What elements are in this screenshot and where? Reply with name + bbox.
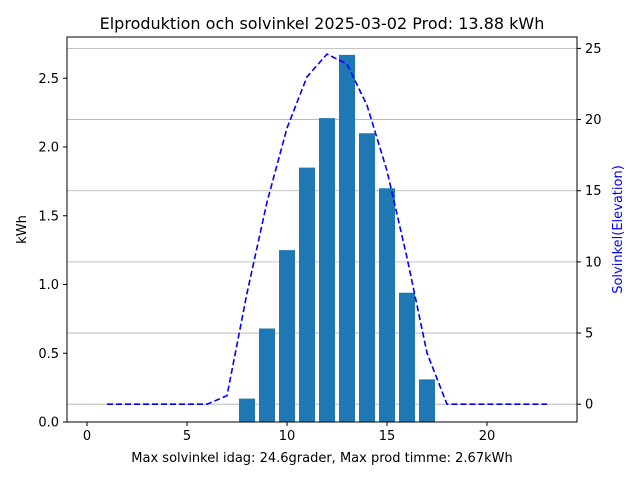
x-tick-label-0: 0 [83,429,91,444]
right-tick-label-0: 0 [585,398,593,413]
left-tick-label-3: 1.5 [38,209,59,224]
chart-title: Elproduktion och solvinkel 2025-03-02 Pr… [100,14,545,33]
bar-hour-11 [299,167,315,422]
elevation-line-layer [107,53,547,406]
bar-hour-17 [419,379,435,422]
bar-hour-13 [339,54,355,422]
bar-hour-15 [379,188,395,422]
x-axis-label: Max solvinkel idag: 24.6grader, Max prod… [131,451,512,466]
bar-hour-14 [359,133,375,422]
left-tick-label-5: 2.5 [38,72,59,87]
bar-hour-12 [319,118,335,422]
right-tick-label-4: 20 [585,113,602,128]
elevation-series-line [107,53,547,406]
left-tick-label-2: 1.0 [38,278,59,293]
left-tick-label-0: 0.0 [38,416,59,431]
bar-hour-10 [279,250,295,422]
right-y-axis-label: Solvinkel(Elevation) [611,165,626,294]
bars-layer [239,54,435,422]
right-tick-label-3: 15 [585,184,602,199]
bar-hour-9 [259,328,275,422]
x-tick-label-1: 5 [183,429,191,444]
plot-frame [66,36,578,423]
x-tick-label-2: 10 [279,429,296,444]
right-y-axis: 0 5 10 15 20 25 [577,42,602,413]
x-tick-label-4: 20 [479,429,496,444]
right-tick-label-2: 10 [585,255,602,270]
bar-hour-16 [399,292,415,422]
x-tick-label-3: 15 [379,429,396,444]
right-tick-label-5: 25 [585,42,602,57]
left-tick-label-1: 0.5 [38,347,59,362]
right-tick-label-1: 5 [585,327,593,342]
left-tick-label-4: 2.0 [38,141,59,156]
y-axis-label: kWh [15,215,30,244]
left-y-axis: 0.0 0.5 1.0 1.5 2.0 2.5 [38,72,67,431]
bar-hour-8 [239,398,255,422]
x-axis: 0 5 10 15 20 [83,422,495,444]
